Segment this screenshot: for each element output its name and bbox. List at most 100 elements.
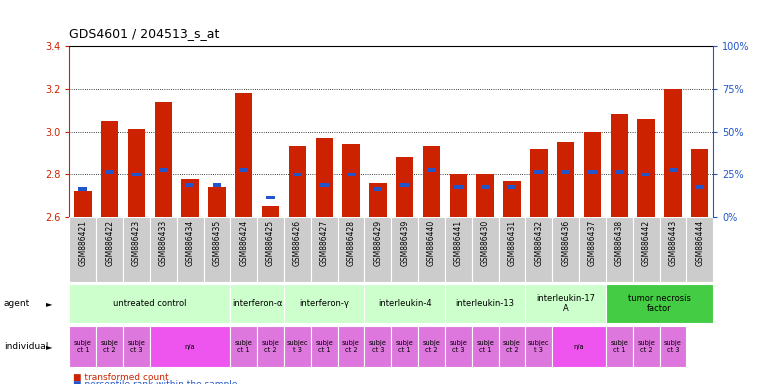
Text: interleukin-4: interleukin-4 [378, 299, 432, 308]
Bar [472, 326, 499, 367]
Text: GSM886434: GSM886434 [186, 220, 194, 266]
Bar [262, 206, 279, 217]
Bar [293, 172, 301, 176]
Text: subje
ct 1: subje ct 1 [315, 340, 333, 353]
Bar [427, 168, 436, 172]
Bar [204, 217, 231, 282]
Bar [525, 284, 606, 323]
Text: GSM886431: GSM886431 [507, 220, 517, 266]
Text: tumor necrosis
factor: tumor necrosis factor [628, 294, 691, 313]
Bar [665, 89, 682, 217]
Bar [552, 326, 606, 367]
Bar [365, 326, 391, 367]
Text: ■ transformed count: ■ transformed count [73, 373, 169, 382]
Bar [499, 326, 525, 367]
Text: interleukin-13: interleukin-13 [456, 299, 515, 308]
Bar [472, 217, 499, 282]
Bar [400, 183, 409, 187]
Bar [347, 172, 355, 176]
Bar [150, 217, 177, 282]
Bar [365, 217, 391, 282]
Bar [150, 326, 231, 367]
Bar [69, 217, 96, 282]
Bar [186, 183, 194, 187]
Bar [659, 326, 686, 367]
Bar [208, 187, 226, 217]
Bar [338, 326, 365, 367]
Bar [638, 119, 655, 217]
Text: subje
ct 2: subje ct 2 [637, 340, 655, 353]
Bar [686, 217, 713, 282]
Text: subje
ct 2: subje ct 2 [423, 340, 440, 353]
Bar [315, 138, 333, 217]
Text: subjec
t 3: subjec t 3 [528, 340, 550, 353]
Bar [213, 183, 221, 187]
Bar [132, 172, 141, 176]
Bar [159, 168, 167, 172]
Text: subje
ct 2: subje ct 2 [503, 340, 521, 353]
Text: GSM886442: GSM886442 [641, 220, 651, 266]
Text: GSM886426: GSM886426 [293, 220, 302, 266]
Bar [606, 326, 633, 367]
Bar [530, 149, 547, 217]
Bar [588, 170, 597, 174]
Text: subje
ct 3: subje ct 3 [664, 340, 682, 353]
Text: GSM886421: GSM886421 [79, 220, 87, 266]
Bar [320, 183, 328, 187]
Bar [503, 180, 520, 217]
Bar [342, 144, 360, 217]
Bar [611, 114, 628, 217]
Text: agent: agent [4, 299, 30, 308]
Bar [365, 284, 445, 323]
Bar [445, 284, 525, 323]
Text: GSM886429: GSM886429 [373, 220, 382, 266]
Text: GDS4601 / 204513_s_at: GDS4601 / 204513_s_at [69, 27, 220, 40]
Bar [695, 185, 704, 189]
Text: GSM886443: GSM886443 [668, 220, 678, 266]
Bar [615, 170, 624, 174]
Bar [391, 326, 418, 367]
Text: subje
ct 3: subje ct 3 [127, 340, 146, 353]
Bar [96, 326, 123, 367]
Bar [534, 170, 544, 174]
Bar [373, 187, 382, 191]
Text: interleukin-17
A: interleukin-17 A [536, 294, 595, 313]
Bar [69, 326, 96, 367]
Bar [369, 183, 386, 217]
Text: interferon-α: interferon-α [232, 299, 282, 308]
Text: GSM886430: GSM886430 [480, 220, 490, 266]
Bar [449, 174, 467, 217]
Bar [691, 149, 709, 217]
Text: GSM886441: GSM886441 [454, 220, 463, 266]
Text: GSM886425: GSM886425 [266, 220, 275, 266]
Bar [584, 131, 601, 217]
Text: subje
ct 1: subje ct 1 [476, 340, 494, 353]
Bar [69, 284, 231, 323]
Bar [239, 168, 248, 172]
Text: subje
ct 2: subje ct 2 [101, 340, 119, 353]
Text: GSM886423: GSM886423 [132, 220, 141, 266]
Bar [338, 217, 365, 282]
Bar [561, 170, 570, 174]
Bar [641, 172, 651, 176]
Bar [231, 326, 258, 367]
Text: GSM886438: GSM886438 [614, 220, 624, 266]
Bar [525, 326, 552, 367]
Text: individual: individual [4, 342, 49, 351]
Bar [123, 326, 150, 367]
Text: GSM886428: GSM886428 [346, 220, 355, 266]
Text: GSM886440: GSM886440 [427, 220, 436, 266]
Text: GSM886436: GSM886436 [561, 220, 570, 266]
Bar [579, 217, 606, 282]
Bar [606, 217, 633, 282]
Bar [633, 217, 659, 282]
Text: ■ percentile rank within the sample: ■ percentile rank within the sample [73, 380, 237, 384]
Bar [606, 284, 713, 323]
Bar [235, 93, 252, 217]
Bar [311, 217, 338, 282]
Bar [418, 217, 445, 282]
Text: GSM886435: GSM886435 [213, 220, 221, 266]
Text: GSM886433: GSM886433 [159, 220, 168, 266]
Text: untreated control: untreated control [113, 299, 187, 308]
Bar [74, 191, 92, 217]
